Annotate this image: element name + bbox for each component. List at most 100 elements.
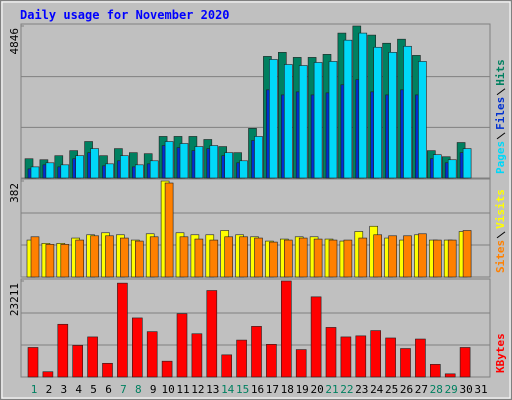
- bar: [135, 164, 144, 179]
- bar: [191, 333, 203, 378]
- bar: [176, 313, 188, 378]
- bar: [102, 362, 113, 378]
- x-tick-label: 10: [161, 383, 174, 396]
- bar: [432, 239, 442, 278]
- x-tick-label: 8: [135, 383, 142, 396]
- bar: [149, 236, 159, 278]
- bar: [179, 143, 189, 179]
- x-tick-label: 6: [105, 383, 112, 396]
- bar: [105, 235, 114, 278]
- bar: [224, 236, 233, 278]
- bar: [343, 239, 353, 278]
- bar: [403, 235, 412, 278]
- y-axis-label: 382: [8, 183, 21, 203]
- x-tick-label: 18: [281, 383, 294, 396]
- bar: [87, 336, 98, 378]
- x-tick-label: 4: [75, 383, 82, 396]
- bar: [298, 65, 308, 179]
- bar: [328, 61, 338, 179]
- x-tick-label: 12: [191, 383, 204, 396]
- x-tick-label: 2: [46, 383, 53, 396]
- bar: [266, 344, 277, 378]
- legend-label: KBytes: [494, 333, 507, 373]
- bar: [60, 244, 70, 278]
- y-axis-label: 4846: [8, 28, 21, 55]
- x-tick-label: 1: [31, 383, 38, 396]
- x-tick-label: 17: [266, 383, 279, 396]
- legend-separator: [496, 132, 506, 140]
- bar: [27, 347, 39, 378]
- x-tick-label: 24: [370, 383, 384, 396]
- x-tick-label: 22: [340, 383, 353, 396]
- bar: [194, 238, 204, 278]
- legend-separator: [496, 88, 506, 96]
- x-tick-label: 14: [221, 383, 235, 396]
- x-tick-label: 15: [236, 383, 249, 396]
- legend-label: Hits: [494, 59, 507, 86]
- bar: [120, 155, 129, 179]
- bar: [432, 154, 442, 179]
- bar: [75, 239, 84, 278]
- bar: [385, 337, 396, 378]
- x-tick-label: 31: [474, 383, 487, 396]
- bar: [283, 239, 293, 278]
- bar: [132, 317, 143, 378]
- bar: [388, 52, 397, 179]
- bar: [358, 237, 368, 278]
- x-tick-label: 7: [120, 383, 127, 396]
- bar: [117, 282, 128, 378]
- bar: [340, 336, 352, 378]
- legend-label: Pages: [494, 141, 507, 174]
- bar: [373, 234, 383, 278]
- x-tick-label: 16: [251, 383, 264, 396]
- bar: [179, 236, 189, 278]
- x-tick-label: 3: [60, 383, 67, 396]
- bar: [206, 290, 218, 378]
- x-tick-label: 5: [90, 383, 97, 396]
- bar: [224, 152, 233, 179]
- x-tick-label: 23: [355, 383, 368, 396]
- bar: [236, 339, 247, 378]
- bar: [295, 349, 307, 378]
- bar: [164, 182, 174, 278]
- bar: [45, 244, 55, 278]
- x-tick-label: 30: [459, 383, 472, 396]
- bar: [462, 148, 472, 179]
- bar: [462, 230, 472, 278]
- bar: [415, 338, 426, 378]
- y-axis-label: 23211: [8, 283, 21, 316]
- bar: [120, 237, 129, 278]
- bar: [45, 162, 55, 179]
- bar: [459, 347, 471, 378]
- bar: [42, 371, 54, 378]
- bar: [400, 348, 411, 378]
- x-tick-label: 29: [445, 383, 458, 396]
- bar: [310, 296, 322, 378]
- x-tick-label: 21: [325, 383, 338, 396]
- bar: [221, 354, 232, 378]
- bar: [280, 280, 292, 378]
- bar: [343, 39, 353, 179]
- bar: [57, 323, 69, 378]
- bar: [239, 160, 248, 179]
- x-tick-label: 9: [150, 383, 157, 396]
- bar: [194, 146, 204, 179]
- bar: [209, 145, 219, 179]
- bar: [444, 373, 456, 378]
- x-tick-label: 13: [206, 383, 219, 396]
- bar: [254, 237, 263, 278]
- x-tick-label: 20: [310, 383, 323, 396]
- bar: [373, 46, 383, 179]
- legend-label: Files: [494, 97, 507, 130]
- bar: [90, 235, 99, 278]
- bar: [164, 141, 174, 179]
- bar: [429, 364, 441, 378]
- bar: [239, 236, 248, 278]
- bar: [30, 236, 40, 278]
- bar: [418, 233, 427, 278]
- bar: [146, 331, 158, 378]
- bar: [135, 240, 144, 278]
- bar: [283, 64, 293, 179]
- bar: [328, 239, 338, 278]
